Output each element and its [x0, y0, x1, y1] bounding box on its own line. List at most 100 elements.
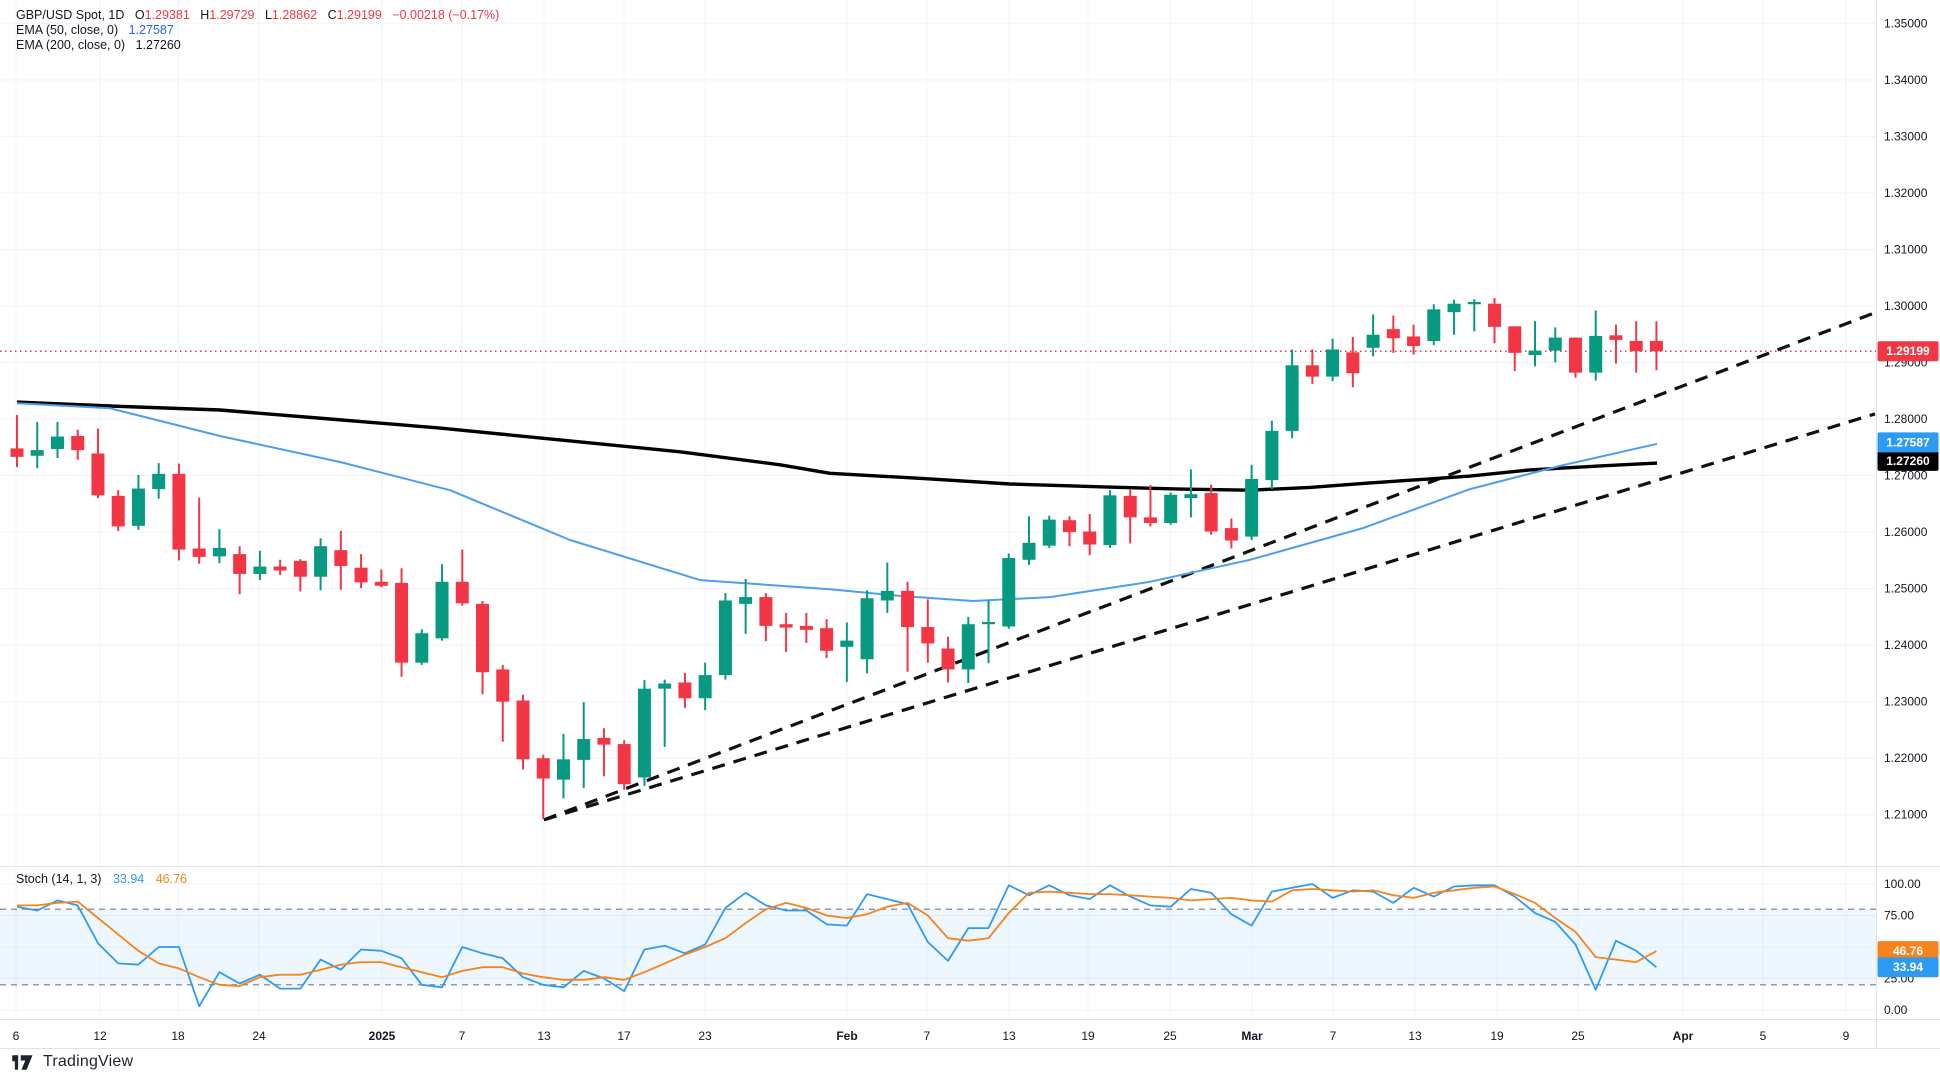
stoch-legend-row[interactable]: Stoch (14, 1, 3) 33.94 46.76	[16, 872, 187, 886]
time-tick-label: 18	[171, 1029, 185, 1043]
candle	[1629, 321, 1643, 373]
candle	[1447, 299, 1461, 335]
ema200-legend-row[interactable]: EMA (200, close, 0) 1.27260	[16, 38, 499, 53]
candle	[212, 529, 226, 564]
candle	[91, 428, 105, 499]
ema200-value: 1.27260	[135, 38, 181, 52]
svg-text:1.27587: 1.27587	[1886, 435, 1930, 449]
ema50-value: 1.27587	[128, 23, 174, 37]
upper-dashed-trendline[interactable]	[543, 311, 1876, 822]
candle	[152, 463, 166, 499]
svg-text:1.29199: 1.29199	[1886, 344, 1930, 358]
stoch-d-line[interactable]	[17, 885, 1657, 987]
ohlc-open: O1.29381	[134, 8, 190, 22]
candle	[1103, 490, 1117, 548]
candle	[111, 490, 125, 531]
time-tick-label: 7	[459, 1029, 466, 1043]
price-tick-label: 1.25000	[1884, 582, 1928, 596]
stoch-tick-label: 75.00	[1884, 909, 1914, 923]
tradingview-logo-text: TradingView	[43, 1053, 134, 1070]
time-tick-label: Mar	[1241, 1029, 1263, 1043]
time-tick-label: 5	[1760, 1029, 1767, 1043]
candle	[1427, 304, 1441, 345]
time-tick-label: 23	[698, 1029, 712, 1043]
last-price-label: 1.29199	[1877, 341, 1939, 362]
candle	[961, 616, 975, 684]
time-tick-label: 7	[1330, 1029, 1337, 1043]
candle	[1062, 516, 1076, 547]
tradingview-logo-icon	[12, 1054, 33, 1070]
tradingview-logo[interactable]: TradingView	[12, 1053, 133, 1071]
ohlc-high: H1.29729	[200, 8, 255, 22]
time-axis[interactable]: 6 12 18 24 2025 7 13 17 23 Feb 7 13 19 25 Mar 7 13 19 25 Ap…	[13, 1029, 1850, 1043]
stoch-tick-label: 0.00	[1884, 1003, 1908, 1017]
candle	[1346, 337, 1360, 388]
time-tick-label: 25	[1571, 1029, 1585, 1043]
candle	[10, 415, 24, 468]
candle	[233, 546, 247, 595]
stoch-d-value: 46.76	[155, 872, 187, 886]
stoch-tick-label: 100.00	[1884, 877, 1921, 891]
candle	[374, 569, 388, 588]
candle	[1265, 420, 1279, 490]
candle	[901, 581, 915, 672]
candle	[556, 733, 570, 799]
price-tick-label: 1.34000	[1884, 73, 1928, 87]
candle	[435, 564, 449, 641]
ema200-line[interactable]	[16, 400, 1658, 492]
candle	[799, 612, 813, 643]
pane-dividers	[0, 0, 1940, 1049]
candle	[658, 679, 672, 747]
candle	[617, 740, 631, 790]
change-value: −0.00218 (−0.17%)	[392, 8, 500, 22]
candle	[1528, 321, 1542, 367]
candle	[1467, 299, 1481, 332]
candle	[698, 662, 712, 711]
candle	[1164, 492, 1178, 525]
candle	[1224, 518, 1238, 549]
candle	[50, 421, 64, 459]
candle	[334, 530, 348, 590]
candle	[718, 593, 732, 680]
ema50-line[interactable]	[16, 402, 1658, 602]
ema50-legend-row[interactable]: EMA (50, close, 0) 1.27587	[16, 23, 499, 38]
price-tick-label: 1.32000	[1884, 186, 1928, 200]
time-tick-label: 12	[93, 1029, 107, 1043]
candle	[172, 463, 186, 561]
candle	[921, 599, 935, 663]
candle	[536, 754, 550, 820]
candle	[1609, 324, 1623, 364]
lower-dashed-trendline[interactable]	[543, 412, 1876, 822]
candle	[395, 568, 409, 677]
ema200-label: EMA (200, close, 0)	[16, 38, 126, 52]
candle	[1143, 485, 1157, 527]
candle	[273, 559, 287, 576]
candle	[820, 619, 834, 659]
candle	[455, 549, 469, 606]
stoch-k-value: 33.94	[112, 872, 145, 886]
candle	[71, 429, 85, 460]
price-tick-label: 1.22000	[1884, 751, 1928, 765]
candle	[1407, 324, 1421, 355]
candle	[314, 538, 328, 591]
main-legend: GBP/USD Spot, 1D O1.29381 H1.29729 L1.28…	[16, 8, 499, 53]
ema50-label: EMA (50, close, 0)	[16, 23, 119, 37]
symbol-row[interactable]: GBP/USD Spot, 1D O1.29381 H1.29729 L1.28…	[16, 8, 499, 23]
price-tick-label: 1.33000	[1884, 129, 1928, 143]
stoch-d-label: 46.76	[1877, 941, 1939, 962]
candle	[860, 590, 874, 674]
time-tick-label: 13	[1002, 1029, 1016, 1043]
time-tick-label: 6	[13, 1029, 20, 1043]
time-tick-label: Apr	[1673, 1029, 1694, 1043]
candle	[941, 636, 955, 683]
candle	[982, 600, 996, 664]
candles	[10, 298, 1663, 820]
stoch-k-line[interactable]	[16, 883, 1657, 1008]
time-tick-label: 19	[1490, 1029, 1504, 1043]
ema50-price-label: 1.27587	[1877, 432, 1939, 453]
candle	[759, 593, 773, 642]
candle	[678, 672, 692, 708]
stoch-k-label: 33.94	[1877, 957, 1939, 978]
